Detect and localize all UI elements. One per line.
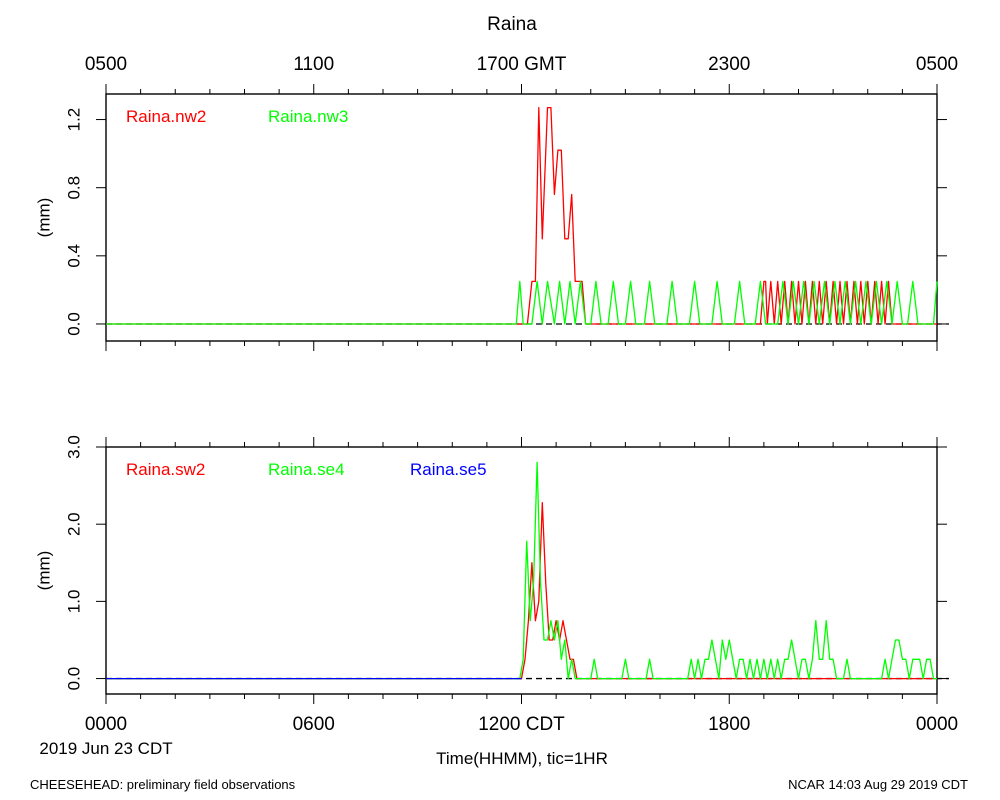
- x-axis-label: Time(HHMM), tic=1HR: [436, 749, 608, 768]
- y-tick-label: 0.0: [65, 667, 84, 691]
- bottom-tick-label: 0600: [293, 714, 335, 735]
- x-ticks: [105, 84, 938, 351]
- series-line-Raina-sw2: [106, 501, 937, 680]
- top-tick-label: 0500: [916, 54, 958, 75]
- y-tick-label: 1.0: [65, 590, 84, 614]
- chart-title: Raina: [487, 14, 537, 35]
- legend-Raina-sw2: Raina.sw2: [126, 460, 205, 479]
- footer-right: NCAR 14:03 Aug 29 2019 CDT: [788, 777, 968, 792]
- y-tick-label: 0.4: [65, 244, 84, 268]
- bottom-tick-label: 1200 CDT: [478, 714, 565, 735]
- y-tick-label: 0.0: [65, 312, 84, 336]
- panel-bottom: 0.0 1.0 2.0 3.0 (mm) Raina.sw2 Raina.se4 Raina.…: [35, 435, 949, 704]
- y-axis-label: (mm): [35, 198, 54, 238]
- bottom-tick-label: 0000: [916, 714, 958, 735]
- top-tick-label: 0500: [85, 54, 127, 75]
- legend-Raina-nw2: Raina.nw2: [126, 107, 206, 126]
- y-tick-label: 3.0: [65, 435, 84, 459]
- y-tick-label: 2.0: [65, 512, 84, 536]
- footer-left: CHEESEHEAD: preliminary field observatio…: [30, 777, 296, 792]
- top-tick-label: 1700 GMT: [477, 54, 567, 75]
- x-ticks: [105, 437, 938, 704]
- y-tick-label: 0.8: [65, 176, 84, 200]
- legend-Raina-se4: Raina.se4: [268, 460, 345, 479]
- panel-top: 0.0 0.4 0.8 1.2 (mm) Raina.nw2 Raina.nw3: [35, 84, 949, 351]
- legend-Raina-nw3: Raina.nw3: [268, 107, 348, 126]
- bottom-tick-label: 1800: [708, 714, 750, 735]
- series-line-Raina-se4: [106, 461, 937, 680]
- series-line-Raina-nw3: [106, 280, 938, 325]
- bottom-axis-tick-labels: 0000 0600 1200 CDT 1800 0000: [85, 714, 958, 735]
- series-line-Raina-nw2: [106, 106, 937, 325]
- legend-Raina-se5: Raina.se5: [410, 460, 487, 479]
- top-axis-tick-labels: 0500 1100 1700 GMT 2300 0500: [85, 54, 958, 75]
- top-tick-label: 1100: [293, 54, 334, 75]
- bottom-tick-label: 0000: [85, 714, 127, 735]
- y-axis-label: (mm): [35, 551, 54, 591]
- date-label: 2019 Jun 23 CDT: [39, 739, 172, 758]
- y-tick-label: 1.2: [65, 108, 84, 132]
- top-tick-label: 2300: [708, 54, 750, 75]
